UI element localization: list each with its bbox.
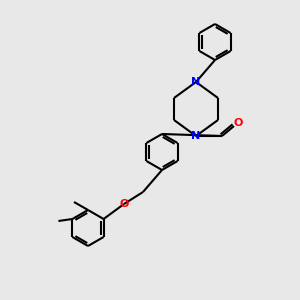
Text: O: O (233, 118, 243, 128)
Text: N: N (191, 131, 201, 141)
Text: N: N (191, 77, 201, 87)
Text: O: O (119, 199, 129, 209)
